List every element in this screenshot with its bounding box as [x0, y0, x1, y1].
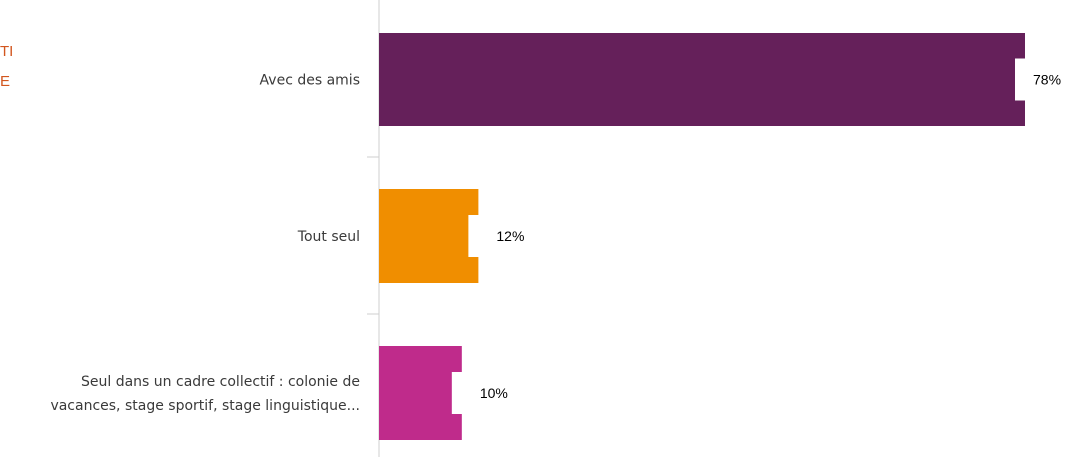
value-label-bg — [1015, 58, 1069, 101]
category-label-line: Tout seul — [297, 229, 360, 245]
value-label: 78% — [1033, 72, 1061, 88]
category-label: Tout seul — [297, 229, 360, 245]
value-label-bg — [468, 215, 525, 257]
value-label: 12% — [496, 228, 524, 244]
category-label: Avec des amis — [260, 73, 360, 89]
value-label: 10% — [480, 385, 508, 401]
category-labels: Avec des amis Tout seul Seul dans un cadre… — [50, 73, 360, 415]
side-text-line-1: TI — [0, 43, 14, 60]
bars — [379, 33, 1025, 440]
side-text-line-2: E — [0, 73, 11, 90]
bar — [379, 346, 462, 440]
bar — [379, 189, 479, 283]
category-label-line: Seul dans un cadre collectif : colonie d… — [81, 374, 360, 390]
bar — [379, 33, 1025, 126]
value-labels: 78% 12% 10% — [451, 58, 1069, 414]
category-label: Seul dans un cadre collectif : colonie d… — [50, 374, 360, 414]
category-axis — [367, 0, 380, 457]
category-label-line: Avec des amis — [260, 73, 360, 89]
category-label-line: vacances, stage sportif, stage linguisti… — [50, 398, 360, 414]
value-label-bg — [451, 372, 508, 414]
